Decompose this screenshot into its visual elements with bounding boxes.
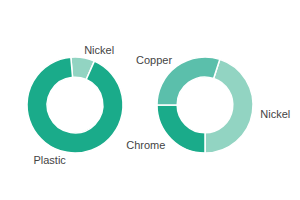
svg-text:Plastic: Plastic bbox=[33, 154, 66, 166]
svg-text:Chrome: Chrome bbox=[126, 139, 165, 151]
svg-text:Nickel: Nickel bbox=[84, 44, 114, 56]
svg-text:Copper: Copper bbox=[136, 54, 172, 66]
svg-text:Nickel: Nickel bbox=[260, 108, 290, 120]
